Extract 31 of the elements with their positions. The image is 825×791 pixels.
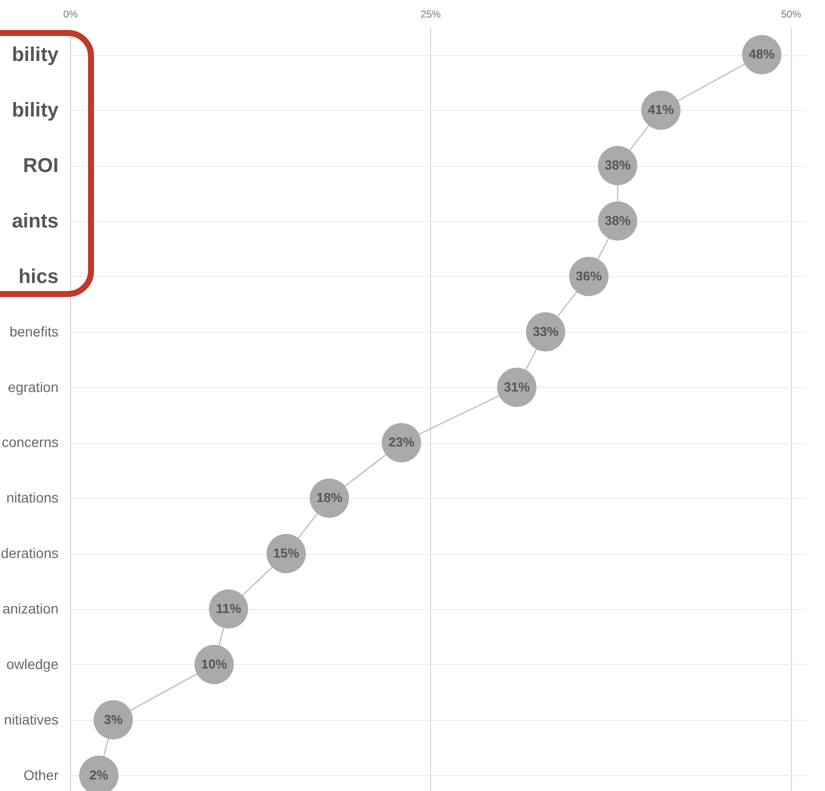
y-tick-label: bility [12, 100, 60, 122]
y-tick-label: aints [12, 210, 58, 232]
y-tick-label: owledge [6, 656, 59, 672]
y-tick-label: Other [23, 766, 59, 783]
data-label: 23% [388, 434, 415, 450]
y-tick-label: hics [18, 266, 58, 288]
y-tick-label: egration [8, 378, 58, 395]
y-tick-label: concerns [2, 434, 58, 450]
data-label: 41% [648, 102, 674, 118]
x-tick-label: 0% [63, 10, 78, 20]
data-label: 18% [316, 490, 343, 506]
data-label: 3% [104, 712, 124, 727]
data-label: 33% [532, 324, 560, 339]
x-tick-label: 25% [420, 10, 441, 20]
data-label: 10% [201, 656, 228, 672]
data-label: 38% [604, 158, 632, 173]
y-tick-label: ROI [22, 155, 58, 178]
y-tick-label: bility [12, 44, 60, 66]
data-label: 38% [604, 213, 632, 228]
data-label: 2% [89, 767, 109, 782]
x-tick-label: 50% [781, 10, 802, 20]
data-label: 15% [273, 546, 300, 561]
y-tick-label: anization [2, 600, 58, 616]
y-tick-label: nitiatives [4, 711, 58, 728]
data-label: 48% [748, 46, 776, 62]
data-label: 11% [216, 601, 242, 616]
data-label: 31% [504, 379, 530, 394]
y-tick-label: benefits [9, 323, 58, 340]
y-tick-label: derations [0, 545, 58, 562]
data-label: 36% [576, 268, 602, 284]
y-tick-label: nitations [6, 490, 58, 506]
